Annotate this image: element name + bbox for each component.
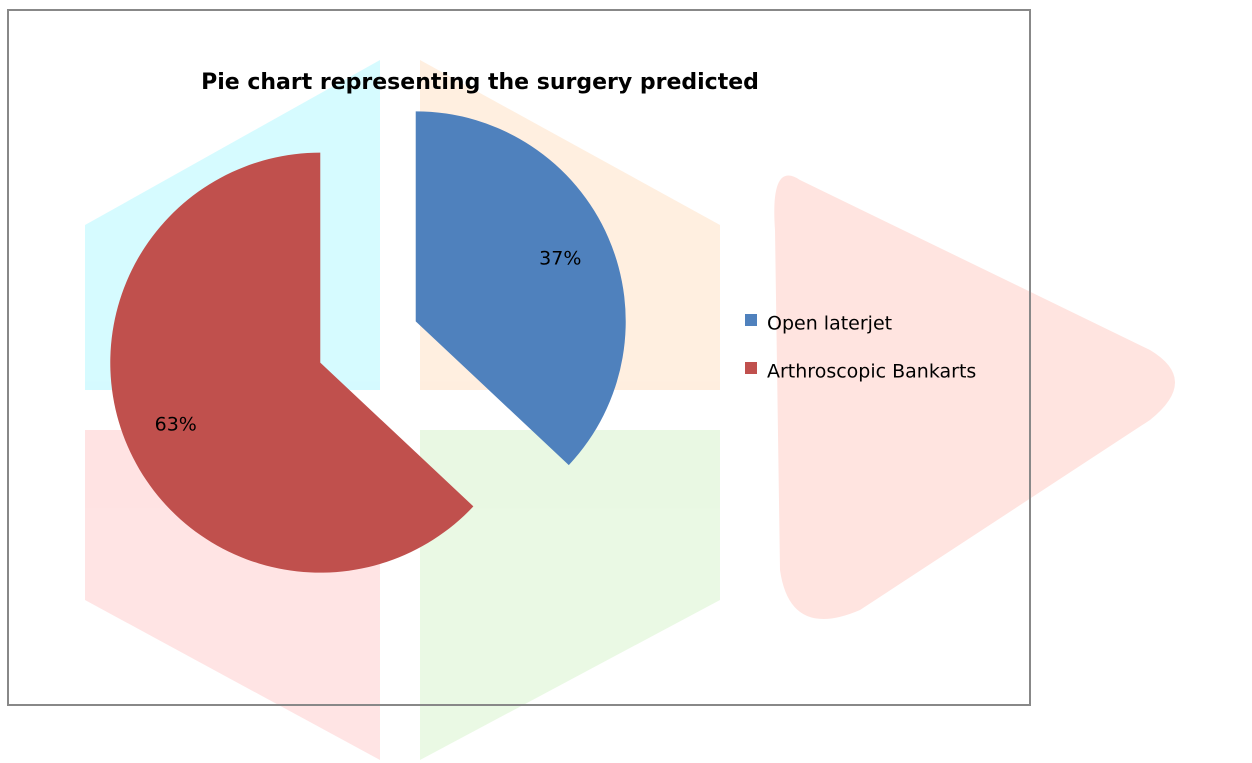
legend-swatch — [745, 314, 757, 326]
chart-title: Pie chart representing the surgery predi… — [201, 70, 759, 95]
legend-label: Arthroscopic Bankarts — [767, 361, 976, 383]
legend-label: Open laterjet — [767, 313, 892, 335]
data-label: 63% — [155, 414, 197, 436]
data-label: 37% — [539, 247, 581, 269]
legend-swatch — [745, 362, 757, 374]
chart: Pie chart representing the surgery predi… — [0, 0, 1252, 763]
